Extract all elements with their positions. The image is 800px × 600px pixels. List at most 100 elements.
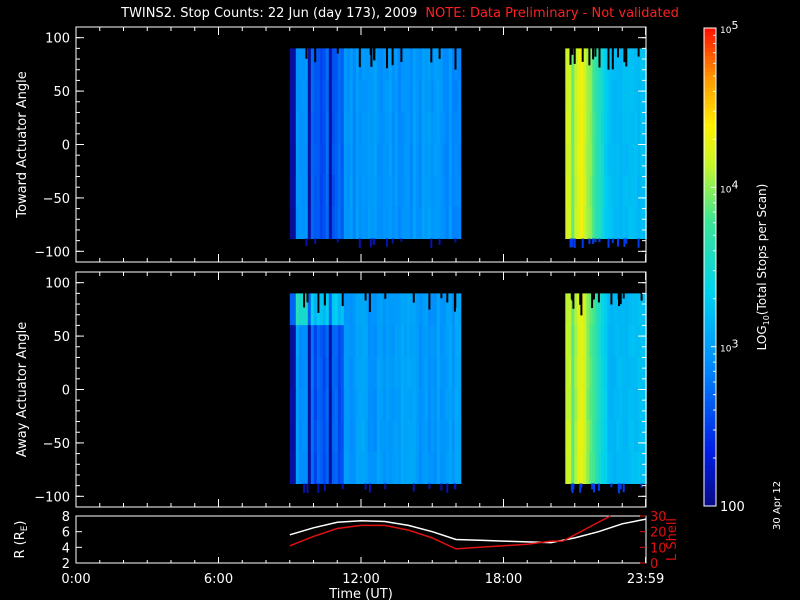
heatmap-segment-2	[565, 291, 647, 494]
colorbar-label: LOG10(Total Stops per Scan)	[755, 184, 771, 351]
heatmap-cell	[631, 206, 635, 239]
heatmap-cell	[361, 388, 366, 421]
data-gap	[446, 291, 449, 303]
heatmap-cell	[406, 111, 411, 144]
heatmap-cell	[328, 420, 333, 453]
heatmap-cell	[340, 143, 345, 176]
heatmap-cell	[592, 356, 596, 389]
heatmap-cell	[343, 325, 348, 358]
heatmap-cell	[589, 80, 593, 113]
heatmap-cell	[355, 175, 360, 208]
heatmap-cell	[577, 206, 581, 239]
heatmap-cell	[643, 48, 647, 81]
colorbar-swatch	[704, 314, 716, 320]
heatmap-cell	[385, 388, 390, 421]
colorbar-swatch	[704, 223, 716, 228]
colorbar-swatch	[704, 143, 716, 149]
colorbar-swatch	[704, 362, 716, 368]
heatmap-cell	[379, 325, 384, 358]
heatmap-cell	[367, 388, 372, 421]
heatmap-cell	[295, 451, 300, 484]
heatmap-cell	[637, 111, 641, 144]
heatmap-cell	[319, 80, 324, 113]
heatmap-cell	[610, 388, 614, 421]
colorbar-swatch	[704, 494, 716, 499]
heatmap-cell	[571, 48, 575, 81]
heatmap-cell	[328, 48, 333, 81]
heatmap-cell	[586, 143, 590, 176]
heatmap-cell	[568, 293, 572, 326]
heatmap-cell	[574, 175, 578, 208]
heatmap-cell	[454, 388, 459, 421]
heatmap-cell	[355, 143, 360, 176]
heatmap-cell	[334, 48, 339, 81]
heatmap-cell	[595, 206, 599, 239]
heatmap-cell	[643, 80, 647, 113]
colorbar-swatch	[704, 267, 716, 272]
heatmap-cell	[607, 451, 611, 484]
heatmap-cell	[433, 143, 438, 176]
heatmap-cell	[328, 175, 333, 208]
heatmap-cell	[430, 356, 435, 389]
data-gap	[580, 291, 583, 316]
y-tick-label: 100	[45, 277, 70, 292]
heatmap-cell	[295, 420, 300, 453]
data-gap	[579, 291, 582, 305]
colorbar-swatch	[704, 183, 716, 188]
heatmap-cell	[406, 356, 411, 389]
heatmap-cell	[451, 388, 456, 421]
heatmap-cell	[421, 206, 426, 239]
colorbar-swatch	[704, 426, 716, 431]
heatmap-cell	[598, 293, 602, 326]
heatmap-cell	[457, 356, 462, 389]
heatmap-cell	[637, 175, 641, 208]
heatmap-cell	[571, 420, 575, 453]
data-edge	[454, 238, 457, 243]
data-edge	[579, 483, 582, 493]
heatmap-cell	[382, 48, 387, 81]
y-tick-label: −50	[43, 437, 70, 452]
heatmap-cell	[382, 293, 387, 326]
data-edge	[617, 238, 619, 247]
heatmap-cell	[442, 111, 447, 144]
heatmap-cell	[616, 451, 620, 484]
heatmap-cell	[307, 48, 312, 81]
heatmap-cell	[415, 143, 420, 176]
heatmap-cell	[610, 206, 614, 239]
heatmap-cell	[307, 451, 312, 484]
heatmap-cell	[586, 111, 590, 144]
heatmap-cell	[298, 111, 303, 144]
heatmap-cell	[628, 48, 632, 81]
heatmap-cell	[589, 420, 593, 453]
heatmap-cell	[445, 48, 450, 81]
heatmap-cell	[577, 48, 581, 81]
data-gap	[305, 46, 308, 59]
heatmap-cell	[295, 356, 300, 389]
heatmap-cell	[379, 206, 384, 239]
heatmap-cell	[403, 451, 408, 484]
heatmap-cell	[634, 80, 638, 113]
colorbar-swatch	[704, 39, 716, 45]
heatmap-cell	[604, 48, 608, 81]
heatmap-cell	[364, 48, 369, 81]
heatmap-cell	[358, 80, 363, 113]
heatmap-cell	[574, 356, 578, 389]
heatmap-cell	[298, 325, 303, 358]
heatmap-cell	[379, 451, 384, 484]
y2-tick-label: 0	[650, 557, 658, 572]
data-edge	[305, 238, 308, 247]
heatmap-cell	[409, 175, 414, 208]
y-tick-label: 2	[62, 557, 70, 572]
colorbar-swatch	[704, 398, 716, 404]
data-edge	[386, 238, 388, 247]
heatmap-cell	[454, 420, 459, 453]
heatmap-cell	[331, 293, 336, 326]
data-edge	[598, 238, 601, 243]
heatmap-cell	[622, 143, 626, 176]
heatmap-cell	[367, 451, 372, 484]
heatmap-cell	[448, 420, 453, 453]
data-gap	[569, 46, 572, 65]
heatmap-cell	[319, 356, 324, 389]
heatmap-cell	[622, 325, 626, 358]
